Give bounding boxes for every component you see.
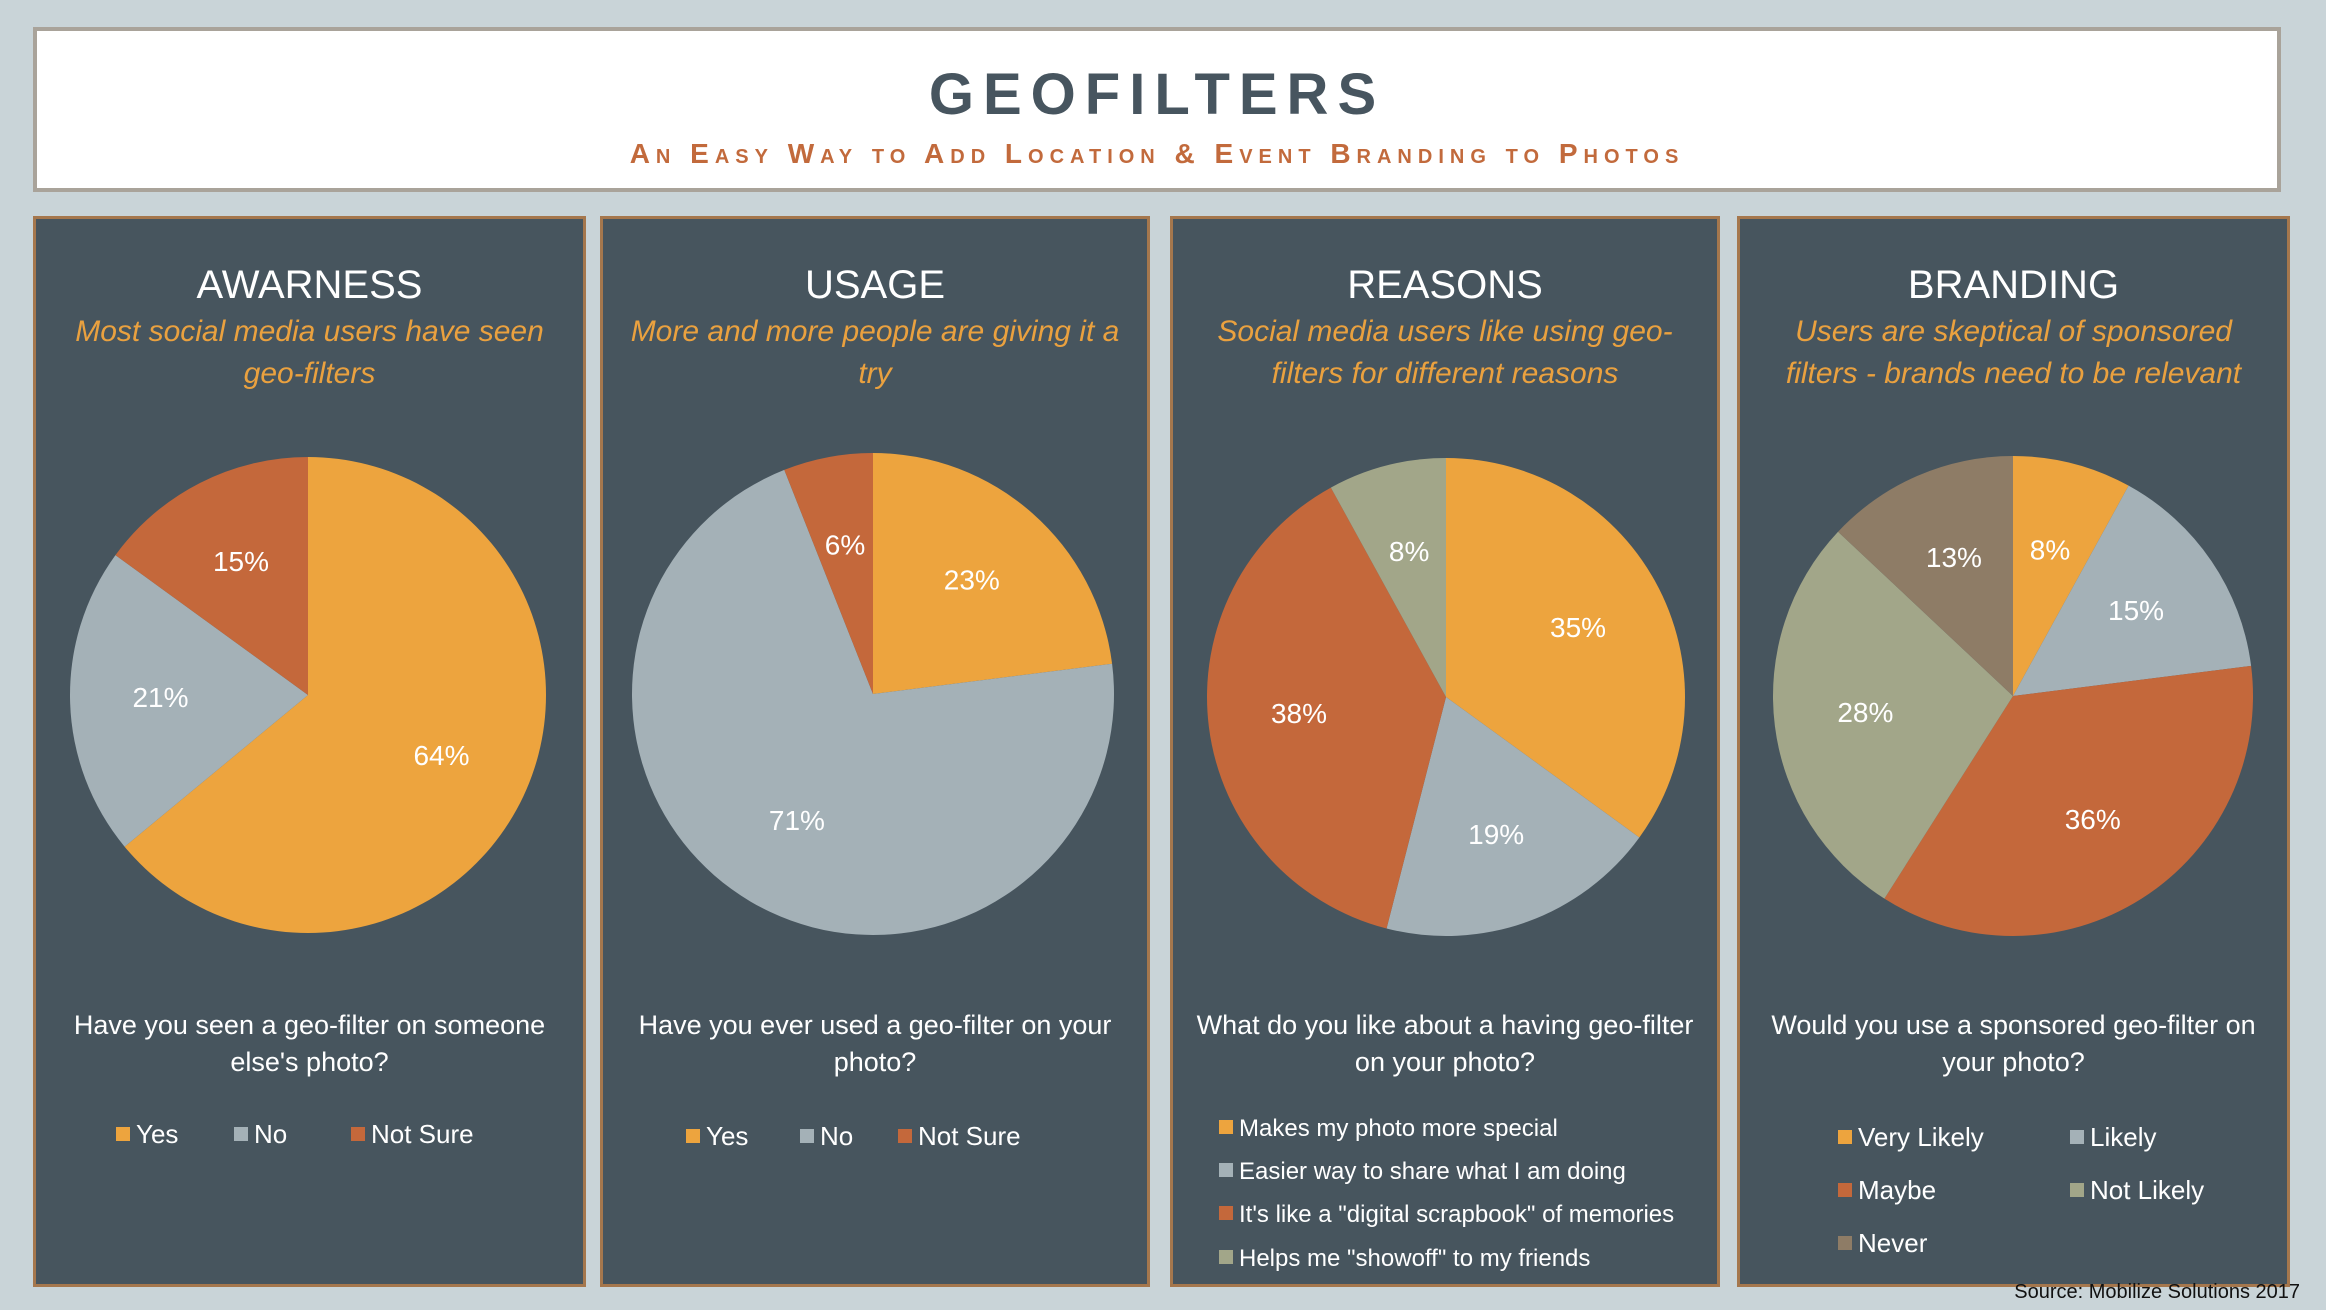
data-label-helps-me-showoff-to-my-friends: 8% — [1389, 536, 1429, 567]
source-credit: Source: Mobilize Solutions 2017 — [2014, 1281, 2300, 1303]
page-title: GEOFILTERS — [928, 62, 1386, 127]
legend-item-no: No — [234, 1119, 287, 1150]
legend-swatch — [686, 1129, 700, 1143]
data-label-not-sure: 6% — [825, 530, 865, 561]
pie-slice-no — [632, 469, 1114, 936]
pie-slice-helps-me-showoff-to-my-friends — [1330, 458, 1446, 697]
legend-swatch — [1838, 1130, 1852, 1144]
page-subtitle: An Easy Way to Add Location & Event Bran… — [629, 138, 1685, 169]
legend-item-very-likely: Very Likely — [1838, 1122, 1984, 1153]
legend-swatch — [1838, 1236, 1852, 1250]
legend-item-easier-way-to-share-what-i-am-doing: Easier way to share what I am doing — [1219, 1158, 1626, 1186]
legend-label: Not Sure — [371, 1119, 474, 1149]
panel-question: What do you like about a having geo-filt… — [1196, 1010, 1694, 1077]
panel-subtitle: Most social media users have seen geo-fi… — [75, 315, 544, 390]
panel-subtitle: More and more people are giving it a try — [630, 315, 1120, 390]
data-label-very-likely: 8% — [2030, 534, 2070, 565]
panel-title: AWARNESS — [196, 263, 423, 307]
data-label-no: 71% — [769, 805, 825, 836]
legend-item-yes: Yes — [686, 1121, 748, 1152]
pie-chart-branding: 8% 15% 36% 28% 13% — [1773, 456, 2253, 936]
header-banner: GEOFILTERS An Easy Way to Add Location &… — [33, 27, 2281, 192]
pie-slice-likely — [2013, 485, 2252, 696]
panel-subtitle: Users are skeptical of sponsored filters… — [1785, 315, 2242, 390]
legend-label: Never — [1858, 1228, 1928, 1258]
panel-question: Have you seen a geo-filter on someone el… — [73, 1010, 546, 1077]
legend-label: No — [254, 1119, 288, 1149]
legend-swatch — [1219, 1206, 1233, 1220]
legend-label: It's like a "digital scrapbook" of memor… — [1239, 1201, 1675, 1228]
legend-item-helps-me-showoff-to-my-friends: Helps me "showoff" to my friends — [1219, 1245, 1590, 1273]
data-label-never: 13% — [1926, 542, 1982, 573]
legend-swatch — [898, 1129, 912, 1143]
panel-title: BRANDING — [1907, 263, 2120, 307]
panel-question: Would you use a sponsored geo-filter on … — [1771, 1010, 2256, 1077]
pie-slice-not-likely — [1773, 531, 2013, 899]
legend-label: Yes — [706, 1121, 749, 1151]
legend-item-it-s-like-a-digital-scrapbook-of-memories: It's like a "digital scrapbook" of memor… — [1219, 1201, 1674, 1229]
pie-slice-very-likely — [2013, 456, 2129, 696]
legend-label: Yes — [136, 1119, 179, 1149]
legend-swatch — [1219, 1250, 1233, 1264]
panel-title: REASONS — [1347, 263, 1543, 307]
legend-item-makes-my-photo-more-special: Makes my photo more special — [1219, 1115, 1558, 1143]
data-label-easier-way-to-share-what-i-am-doing: 19% — [1468, 819, 1524, 850]
legend-swatch — [2070, 1130, 2084, 1144]
pie-slice-yes — [873, 453, 1113, 694]
legend-item-never: Never — [1838, 1228, 1927, 1259]
pie-chart-awareness: 64% 21% 15% — [70, 457, 546, 933]
legend-swatch — [1219, 1120, 1233, 1134]
panel-subtitle: Social media users like using geo-filter… — [1217, 315, 1673, 390]
data-label-yes: 64% — [413, 740, 469, 771]
pie-chart-reasons: 35% 19% 38% 8% — [1207, 458, 1685, 936]
legend-swatch — [800, 1129, 814, 1143]
legend-swatch — [2070, 1183, 2084, 1197]
legend-label: Very Likely — [1858, 1122, 1984, 1152]
legend-item-not-likely: Not Likely — [2070, 1175, 2204, 1206]
data-label-it-s-like-a-digital-scrapbook-of-memories: 38% — [1271, 698, 1327, 729]
data-label-likely: 15% — [2108, 595, 2164, 626]
pie-slice-not-sure — [115, 457, 309, 695]
data-label-not-likely: 28% — [1837, 697, 1893, 728]
data-label-maybe: 36% — [2065, 804, 2121, 835]
data-label-not-sure: 15% — [213, 546, 269, 577]
legend-label: Likely — [2090, 1122, 2157, 1152]
legend-swatch — [234, 1127, 248, 1141]
legend-label: No — [820, 1121, 854, 1151]
legend-label: Not Likely — [2090, 1175, 2205, 1205]
legend-item-not-sure: Not Sure — [898, 1121, 1021, 1152]
pie-slice-not-sure — [784, 453, 873, 694]
legend-item-not-sure: Not Sure — [351, 1119, 474, 1150]
legend-swatch — [1219, 1163, 1233, 1177]
legend-label: Not Sure — [918, 1121, 1021, 1151]
pie-slice-it-s-like-a-digital-scrapbook-of-memories — [1207, 487, 1446, 929]
legend-swatch — [1838, 1183, 1852, 1197]
legend-item-no: No — [800, 1121, 853, 1152]
legend-label: Helps me "showoff" to my friends — [1239, 1245, 1591, 1272]
pie-slice-makes-my-photo-more-special — [1446, 458, 1685, 838]
pie-chart-usage: 23% 71% 6% — [632, 453, 1114, 936]
panel-title: USAGE — [804, 263, 946, 307]
legend-item-likely: Likely — [2070, 1122, 2156, 1153]
legend-swatch — [116, 1127, 130, 1141]
legend-item-maybe: Maybe — [1838, 1175, 1936, 1206]
pie-slice-maybe — [1884, 665, 2253, 936]
panel-usage: USAGE More and more people are giving it… — [600, 216, 1150, 1287]
panel-branding: BRANDING Users are skeptical of sponsore… — [1737, 216, 2290, 1287]
panel-awareness: AWARNESS Most social media users have se… — [33, 216, 586, 1287]
panel-reasons: REASONS Social media users like using ge… — [1170, 216, 1720, 1287]
data-label-makes-my-photo-more-special: 35% — [1550, 612, 1606, 643]
legend-label: Maybe — [1858, 1175, 1937, 1205]
data-label-yes: 23% — [944, 564, 1000, 595]
data-label-no: 21% — [132, 682, 188, 713]
pie-slice-yes — [124, 457, 546, 933]
legend-label: Makes my photo more special — [1239, 1115, 1558, 1142]
legend-swatch — [351, 1127, 365, 1141]
pie-slice-no — [70, 555, 309, 847]
legend-item-yes: Yes — [116, 1119, 178, 1150]
legend-label: Easier way to share what I am doing — [1239, 1158, 1626, 1185]
pie-slice-never — [1838, 456, 2013, 696]
panel-question: Have you ever used a geo-filter on your … — [638, 1010, 1112, 1077]
pie-slice-easier-way-to-share-what-i-am-doing — [1386, 697, 1640, 936]
